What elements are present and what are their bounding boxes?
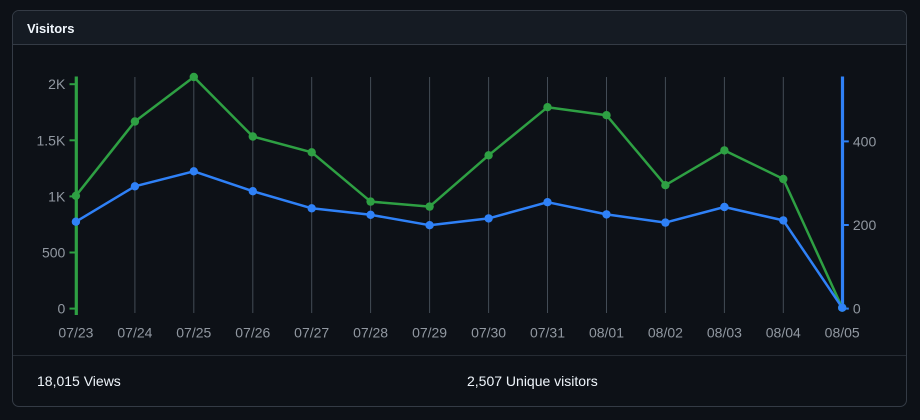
svg-text:07/23: 07/23 [58, 324, 93, 340]
svg-text:500: 500 [42, 245, 66, 261]
svg-text:07/30: 07/30 [471, 324, 506, 340]
svg-text:07/26: 07/26 [235, 324, 270, 340]
svg-text:07/29: 07/29 [412, 324, 447, 340]
svg-text:07/31: 07/31 [530, 324, 565, 340]
svg-text:08/01: 08/01 [589, 324, 624, 340]
svg-text:07/24: 07/24 [117, 324, 152, 340]
svg-text:0: 0 [853, 301, 861, 317]
svg-text:200: 200 [853, 217, 877, 233]
svg-text:08/05: 08/05 [825, 324, 860, 340]
svg-text:07/28: 07/28 [353, 324, 388, 340]
svg-text:08/02: 08/02 [648, 324, 683, 340]
svg-text:0: 0 [58, 301, 66, 317]
svg-text:400: 400 [853, 133, 877, 149]
svg-text:07/27: 07/27 [294, 324, 329, 340]
svg-text:1K: 1K [48, 188, 66, 204]
svg-text:08/04: 08/04 [766, 324, 801, 340]
svg-text:07/25: 07/25 [176, 324, 211, 340]
svg-text:1.5K: 1.5K [36, 132, 65, 148]
svg-text:2K: 2K [48, 76, 66, 92]
svg-text:08/03: 08/03 [707, 324, 742, 340]
